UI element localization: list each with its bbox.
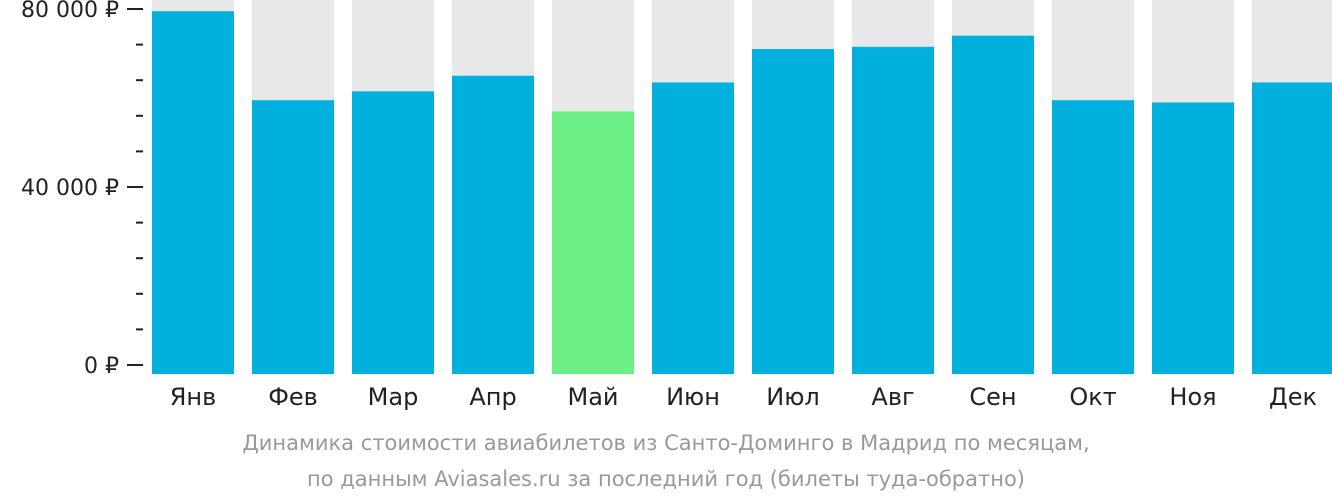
x-tick-label: Май bbox=[567, 383, 618, 411]
x-tick-label: Авг bbox=[871, 383, 914, 411]
x-tick-label: Мар bbox=[368, 383, 419, 411]
bar-7 bbox=[752, 49, 834, 375]
bar-8 bbox=[852, 46, 934, 374]
x-tick-label: Ноя bbox=[1169, 383, 1216, 411]
y-tick-label: 80 000 ₽ bbox=[21, 0, 119, 23]
bar-10 bbox=[1052, 100, 1134, 374]
x-tick-label: Июн bbox=[666, 383, 720, 411]
y-tick-label: 0 ₽ bbox=[84, 354, 119, 379]
x-tick-label: Янв bbox=[170, 383, 217, 411]
bar-11 bbox=[1152, 102, 1234, 374]
x-tick-label: Фев bbox=[268, 383, 318, 411]
x-tick-label: Дек bbox=[1269, 383, 1317, 411]
bar-2 bbox=[252, 100, 334, 374]
bar-5 bbox=[552, 111, 634, 374]
price-bar-chart: 0 ₽ 40 000 ₽ 80 000 ₽ Янв Фев Мар Апр Май Июн Ию… bbox=[21, 0, 1332, 411]
bar-12 bbox=[1252, 82, 1332, 375]
bar-4 bbox=[452, 75, 534, 374]
x-axis: Янв Фев Мар Апр Май Июн Июл Авг Сен Окт Ноя Дек bbox=[170, 383, 1317, 411]
y-axis: 0 ₽ 40 000 ₽ 80 000 ₽ bbox=[21, 0, 143, 379]
y-tick-label: 40 000 ₽ bbox=[21, 176, 119, 201]
bar-3 bbox=[352, 91, 434, 374]
chart-caption-line-1: Динамика стоимости авиабилетов из Санто-… bbox=[242, 431, 1090, 455]
x-tick-label: Июл bbox=[766, 383, 820, 411]
x-tick-label: Сен bbox=[969, 383, 1016, 411]
bar-9 bbox=[952, 35, 1034, 374]
chart-caption-line-2: по данным Aviasales.ru за последний год … bbox=[307, 467, 1025, 491]
bar-1 bbox=[152, 11, 234, 374]
x-tick-label: Окт bbox=[1069, 383, 1116, 411]
bars bbox=[152, 11, 1332, 375]
bar-6 bbox=[652, 82, 734, 375]
x-tick-label: Апр bbox=[469, 383, 516, 411]
